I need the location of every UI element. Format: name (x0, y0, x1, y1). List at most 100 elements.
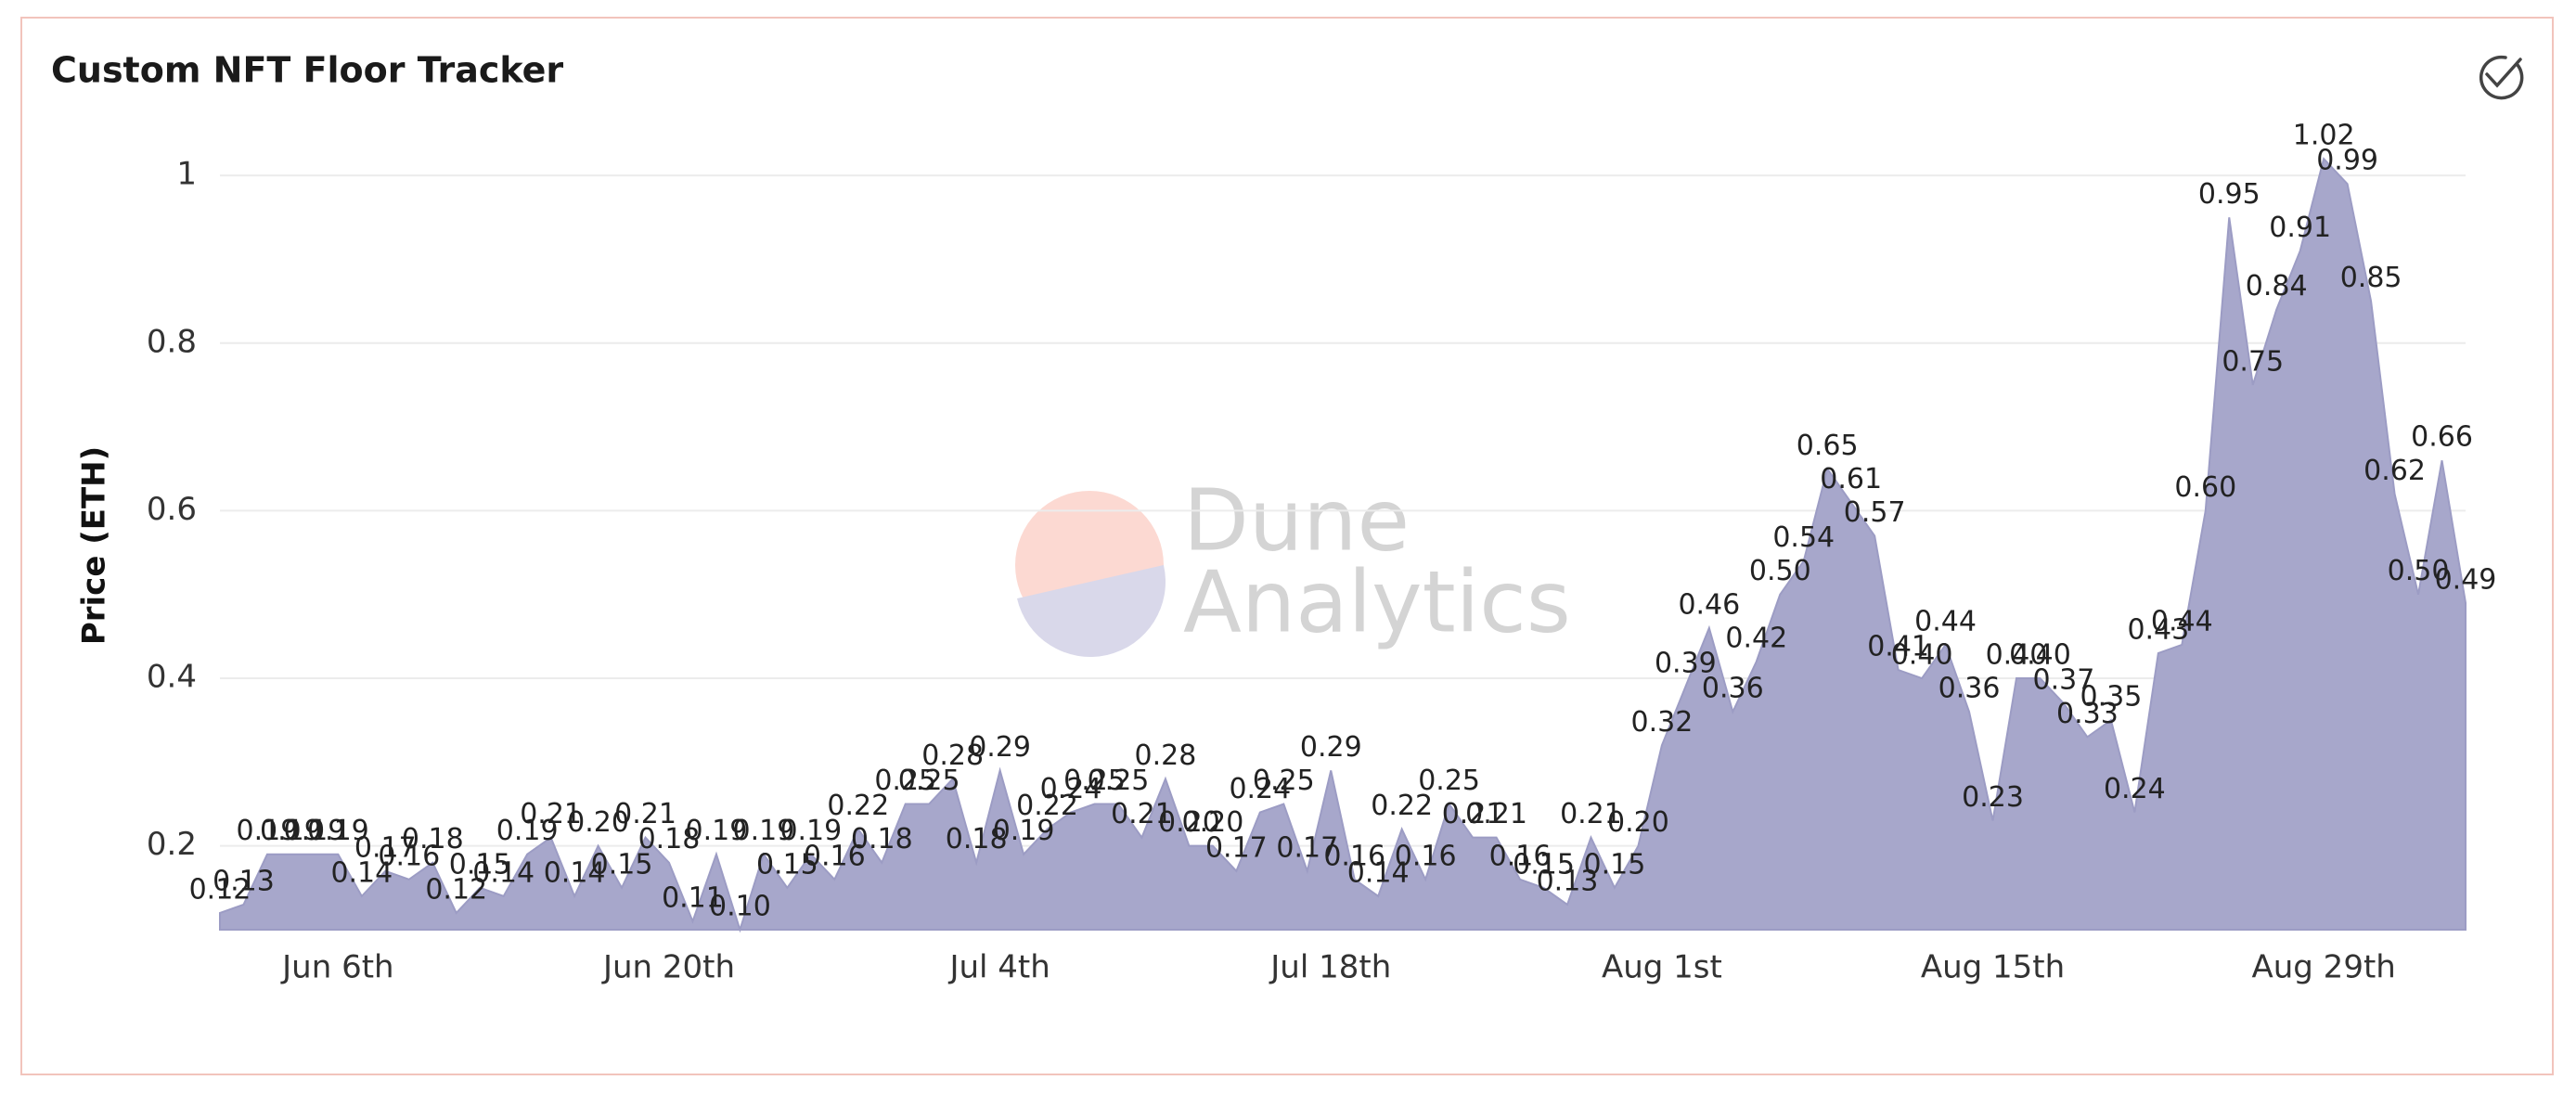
y-axis-title: Price (ETH) (76, 446, 113, 645)
data-label: 0.14 (330, 856, 393, 889)
data-label: 0.23 (1962, 781, 2024, 814)
x-tick-label: Jun 6th (280, 949, 393, 986)
data-label: 0.44 (1914, 605, 1977, 637)
data-label: 0.57 (1844, 496, 1906, 529)
data-label: 0.99 (2316, 145, 2378, 177)
data-label: 0.19 (307, 815, 369, 847)
check-icon[interactable] (2479, 55, 2524, 100)
data-label: 0.33 (2056, 698, 2119, 730)
data-label: 0.24 (1229, 773, 1291, 805)
x-tick-label: Jun 20th (601, 949, 735, 986)
data-label: 0.54 (1772, 521, 1835, 554)
data-label: 0.19 (779, 815, 842, 847)
data-label: 0.16 (1323, 840, 1385, 872)
data-label: 0.17 (1205, 831, 1268, 864)
data-label: 0.35 (2080, 681, 2142, 714)
data-label: 0.24 (1040, 773, 1102, 805)
data-label: 0.10 (709, 891, 771, 923)
x-tick-label: Aug 29th (2251, 949, 2395, 986)
data-label: 0.17 (1276, 831, 1338, 864)
data-label: 0.19 (260, 815, 322, 847)
data-label: 0.12 (425, 873, 487, 906)
data-label: 0.20 (1158, 806, 1220, 839)
chart-title: Custom NFT Floor Tracker (51, 50, 563, 91)
data-label: 0.16 (1395, 840, 1457, 872)
data-label: 0.61 (1820, 463, 1882, 495)
data-label: 0.21 (1560, 798, 1622, 830)
data-label: 0.21 (614, 798, 676, 830)
y-tick-label: 0.4 (147, 659, 197, 696)
data-label: 0.15 (1584, 848, 1646, 881)
data-label: 0.18 (638, 823, 701, 855)
data-label: 0.20 (567, 806, 629, 839)
y-tick-label: 0.6 (147, 491, 197, 528)
data-label: 0.25 (1088, 765, 1150, 797)
data-label: 0.25 (1253, 765, 1315, 797)
data-label: 0.22 (827, 790, 889, 822)
watermark-text: Analytics (1183, 552, 1571, 651)
data-label: 0.39 (1655, 648, 1717, 680)
data-label: 0.28 (1135, 739, 1197, 772)
data-label: 0.13 (213, 865, 275, 897)
data-label: 0.42 (1725, 622, 1787, 654)
data-label: 0.19 (496, 815, 559, 847)
data-label: 1.02 (2293, 120, 2355, 152)
data-label: 0.91 (2269, 212, 2331, 244)
data-label: 0.75 (2222, 345, 2284, 378)
x-tick-label: Aug 1st (1602, 949, 1722, 986)
x-tick-label: Jul 18th (1269, 949, 1391, 986)
data-label: 0.25 (1418, 765, 1480, 797)
data-label: 0.43 (2127, 613, 2189, 646)
watermark-logo-part (1017, 565, 1166, 657)
data-label: 0.44 (2151, 605, 2213, 637)
data-label: 0.16 (1489, 840, 1552, 872)
x-tick-label: Aug 15th (1921, 949, 2065, 986)
data-label: 0.21 (1465, 798, 1527, 830)
data-label: 0.65 (1797, 430, 1859, 462)
data-label: 0.18 (402, 823, 464, 855)
data-label: 0.25 (874, 765, 936, 797)
watermark-text: Dune (1183, 470, 1410, 570)
y-tick-label: 1 (176, 156, 197, 193)
data-label: 0.60 (2174, 471, 2236, 504)
data-label: 0.22 (1016, 790, 1078, 822)
data-label: 0.19 (283, 815, 345, 847)
data-label: 0.13 (1537, 865, 1599, 897)
data-label: 0.18 (946, 823, 1008, 855)
data-label: 0.95 (2198, 178, 2260, 211)
data-label: 0.16 (378, 840, 440, 872)
data-label: 0.28 (921, 739, 984, 772)
data-label: 0.84 (2246, 270, 2308, 302)
data-label: 0.19 (993, 815, 1055, 847)
data-label: 0.40 (2009, 639, 2071, 672)
data-label: 0.40 (1986, 639, 2048, 672)
data-label: 0.15 (591, 848, 653, 881)
data-label: 0.15 (449, 848, 511, 881)
data-label: 0.36 (1702, 673, 1764, 705)
x-tick-label: Jul 4th (947, 949, 1050, 986)
data-label: 0.11 (662, 881, 724, 914)
data-label: 0.21 (520, 798, 582, 830)
data-label: 0.40 (1891, 639, 1953, 672)
watermark: Dune Analytics (1015, 470, 1571, 657)
data-label: 0.24 (2104, 773, 2166, 805)
data-label: 0.29 (1300, 731, 1362, 764)
data-label: 0.32 (1630, 706, 1693, 739)
y-tick-label: 0.2 (147, 826, 197, 863)
y-tick-label: 0.8 (147, 323, 197, 360)
data-label: 0.49 (2435, 563, 2497, 596)
data-label: 0.62 (2363, 455, 2426, 487)
data-label: 0.15 (1513, 848, 1575, 881)
data-label: 0.19 (732, 815, 794, 847)
data-label: 0.14 (544, 856, 606, 889)
data-label: 0.25 (1063, 765, 1126, 797)
data-label: 0.20 (1181, 806, 1243, 839)
data-label: 0.66 (2411, 421, 2473, 454)
data-label: 0.50 (2388, 555, 2450, 587)
data-label: 0.29 (969, 731, 1031, 764)
area (219, 157, 2467, 933)
data-label: 0.18 (851, 823, 913, 855)
data-label: 0.14 (472, 856, 535, 889)
data-label: 0.19 (686, 815, 748, 847)
